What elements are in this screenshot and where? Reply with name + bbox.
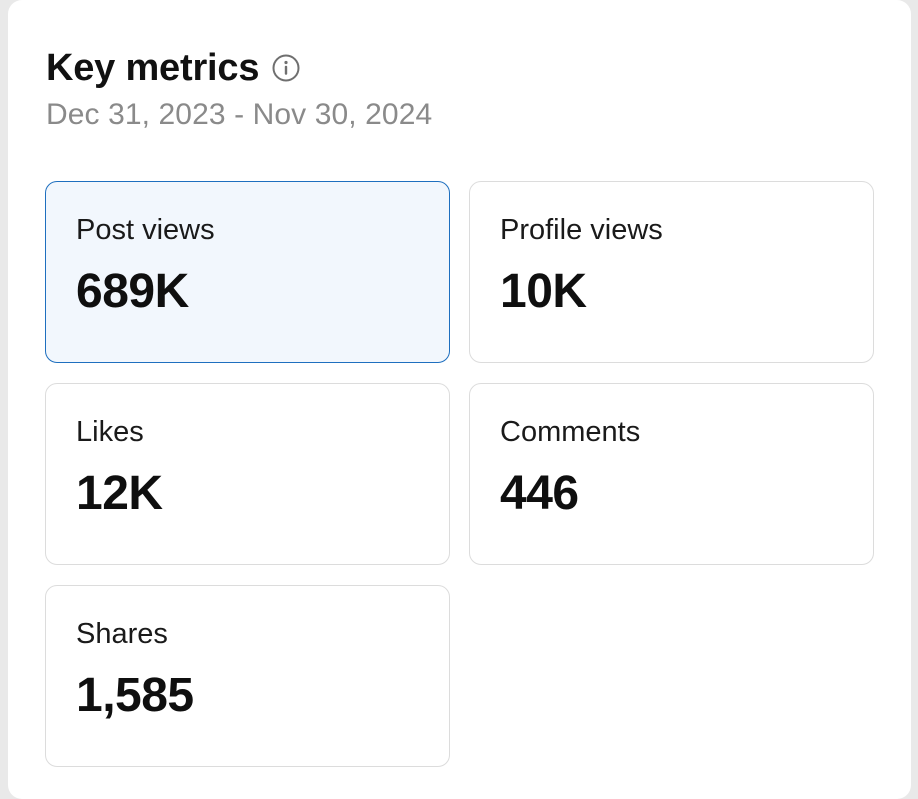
metric-label: Profile views xyxy=(500,214,663,246)
metric-label: Shares xyxy=(76,618,168,650)
metric-value: 1,585 xyxy=(76,669,194,722)
metric-label: Post views xyxy=(76,214,215,246)
page-title: Key metrics xyxy=(46,46,260,89)
metric-card-comments[interactable]: Comments 446 xyxy=(469,383,874,565)
metric-value: 12K xyxy=(76,467,163,520)
metric-card-likes[interactable]: Likes 12K xyxy=(45,383,450,565)
date-range: Dec 31, 2023 - Nov 30, 2024 xyxy=(46,98,433,131)
metric-label: Likes xyxy=(76,416,144,448)
info-icon-graphic xyxy=(272,54,300,82)
metric-value: 446 xyxy=(500,467,579,520)
title-row: Key metrics xyxy=(46,46,432,90)
metric-value: 10K xyxy=(500,265,587,318)
key-metrics-header: Key metrics Dec 31, 2023 - Nov 30, 2024 xyxy=(46,46,432,132)
metric-card-post-views[interactable]: Post views 689K xyxy=(45,181,450,363)
metric-card-shares[interactable]: Shares 1,585 xyxy=(45,585,450,767)
info-icon[interactable] xyxy=(271,53,301,83)
metric-label: Comments xyxy=(500,416,641,448)
metric-value: 689K xyxy=(76,265,189,318)
metric-card-profile-views[interactable]: Profile views 10K xyxy=(469,181,874,363)
